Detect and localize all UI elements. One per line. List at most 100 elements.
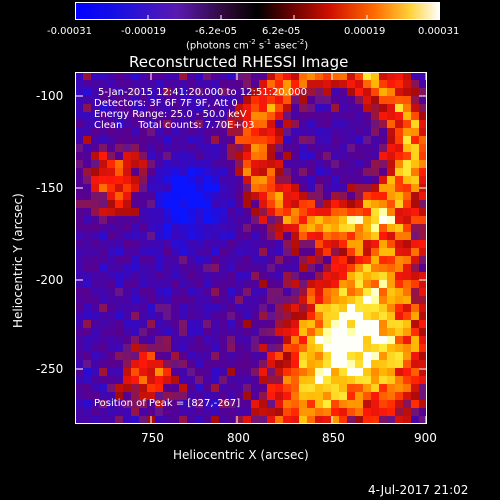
image-pixel [331,256,340,265]
image-pixel [347,352,356,361]
image-pixel [83,272,92,281]
image-pixel [91,272,100,281]
image-pixel [131,368,140,377]
image-pixel [387,264,396,273]
image-pixel [299,336,308,345]
image-pixel [155,152,164,161]
image-pixel [123,104,132,113]
image-pixel [107,136,116,145]
image-pixel [235,80,244,89]
image-pixel [291,216,300,225]
image-pixel [355,416,364,425]
image-pixel [387,136,396,145]
image-pixel [203,168,212,177]
image-pixel [403,240,412,249]
image-pixel [403,400,412,409]
image-pixel [267,296,276,305]
image-pixel [91,400,100,409]
image-pixel [115,328,124,337]
image-pixel [283,128,292,137]
colorbar-svg [75,2,440,20]
image-pixel [347,104,356,113]
image-pixel [379,80,388,89]
image-pixel [339,120,348,129]
image-pixel [371,208,380,217]
image-pixel [403,224,412,233]
image-pixel [219,248,228,257]
image-pixel [347,256,356,265]
image-pixel [387,280,396,289]
image-pixel [243,272,252,281]
image-pixel [211,128,220,137]
image-pixel [115,400,124,409]
footer-date: 4-Jul-2017 21:02 [368,483,469,497]
image-pixel [347,72,356,81]
image-pixel [323,112,332,121]
image-pixel [363,344,372,353]
image-pixel [123,200,132,209]
image-pixel [123,328,132,337]
image-pixel [371,200,380,209]
image-pixel [347,136,356,145]
image-pixel [187,312,196,321]
image-pixel [211,280,220,289]
image-pixel [163,184,172,193]
image-pixel [347,344,356,353]
image-pixel [419,400,428,409]
image-pixel [419,312,428,321]
image-pixel [227,280,236,289]
image-annotations: 5-Jan-2015 12:41:20.000 to 12:51:20.000 … [94,87,307,131]
image-pixel [107,152,116,161]
image-pixel [331,360,340,369]
image-pixel [115,200,124,209]
image-pixel [195,232,204,241]
image-pixel [283,216,292,225]
image-pixel [203,360,212,369]
image-pixel [179,152,188,161]
image-pixel [363,80,372,89]
image-pixel [331,240,340,249]
image-pixel [83,136,92,145]
image-pixel [299,288,308,297]
image-pixel [355,360,364,369]
image-pixel [187,96,196,105]
image-pixel [235,224,244,233]
image-pixel [403,208,412,217]
image-pixel [267,200,276,209]
image-pixel [395,176,404,185]
image-pixel [259,224,268,233]
image-pixel [331,320,340,329]
image-pixel [379,120,388,129]
image-pixel [131,248,140,257]
image-pixel [259,120,268,129]
image-pixel [171,312,180,321]
image-pixel [403,112,412,121]
image-pixel [419,88,428,97]
image-pixel [331,408,340,417]
image-pixel [83,224,92,233]
image-pixel [147,368,156,377]
image-pixel [211,400,220,409]
image-pixel [195,400,204,409]
image-pixel [267,104,276,113]
image-pixel [131,120,140,129]
image-pixel [347,248,356,257]
image-pixel [107,376,116,385]
image-pixel [267,184,276,193]
image-pixel [379,216,388,225]
image-pixel [163,128,172,137]
image-pixel [395,400,404,409]
image-pixel [203,400,212,409]
image-pixel [107,96,116,105]
image-pixel [195,328,204,337]
image-pixel [155,408,164,417]
image-pixel [395,80,404,89]
image-pixel [339,368,348,377]
image-pixel [211,312,220,321]
image-pixel [99,80,108,89]
image-pixel [75,392,84,401]
image-pixel [203,248,212,257]
image-pixel [411,416,420,425]
image-pixel [323,328,332,337]
image-pixel [195,144,204,153]
